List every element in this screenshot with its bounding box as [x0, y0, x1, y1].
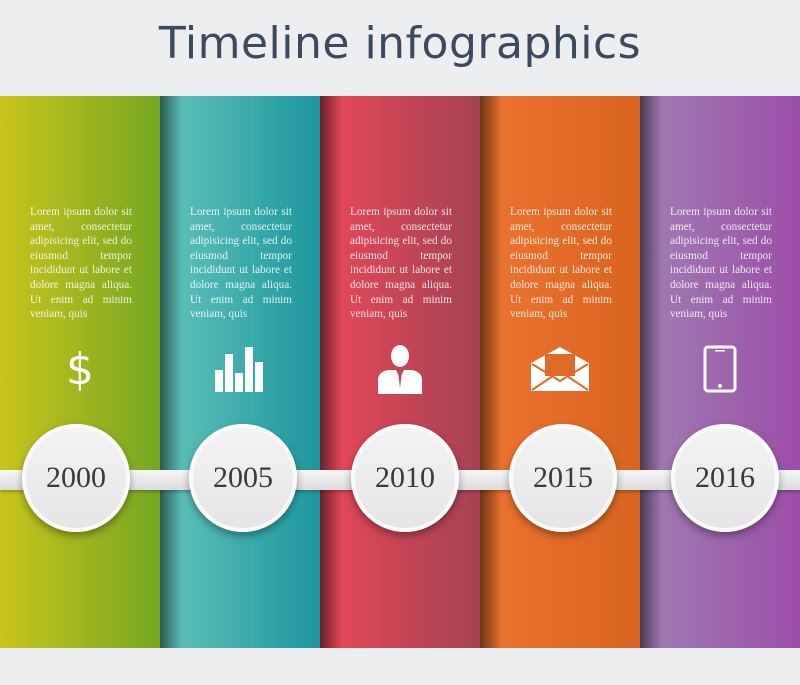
year-circle: 2015 — [509, 424, 617, 532]
year-circle: 2016 — [671, 424, 779, 532]
smartphone-icon — [690, 344, 750, 394]
column-description: Lorem ipsum dolor sit amet, consectetur … — [30, 206, 132, 321]
column-description: Lorem ipsum dolor sit amet, consectetur … — [670, 206, 772, 321]
timeline-column-2005: Lorem ipsum dolor sit amet, consectetur … — [160, 96, 320, 648]
timeline-column-2015: Lorem ipsum dolor sit amet, consectetur … — [480, 96, 640, 648]
timeline-column-2016: Lorem ipsum dolor sit amet, consectetur … — [640, 96, 800, 648]
column-description: Lorem ipsum dolor sit amet, consectetur … — [190, 206, 292, 321]
page-title: Timeline infographics — [158, 18, 642, 69]
column-description: Lorem ipsum dolor sit amet, consectetur … — [350, 206, 452, 321]
timeline-column-2010: Lorem ipsum dolor sit amet, consectetur … — [320, 96, 480, 648]
bar-chart-icon — [210, 344, 270, 394]
person-icon — [370, 344, 430, 394]
column-shadow — [320, 96, 342, 648]
dollar-icon: $ — [66, 343, 94, 395]
column-shadow — [160, 96, 182, 648]
column-shadow — [640, 96, 662, 648]
year-circle: 2005 — [189, 424, 297, 532]
timeline-column-2000: Lorem ipsum dolor sit amet, consectetur … — [0, 96, 160, 648]
column-description: Lorem ipsum dolor sit amet, consectetur … — [510, 206, 612, 321]
year-circle: 2000 — [22, 424, 130, 532]
envelope-icon — [530, 344, 590, 394]
year-circle: 2010 — [351, 424, 459, 532]
column-shadow — [480, 96, 502, 648]
